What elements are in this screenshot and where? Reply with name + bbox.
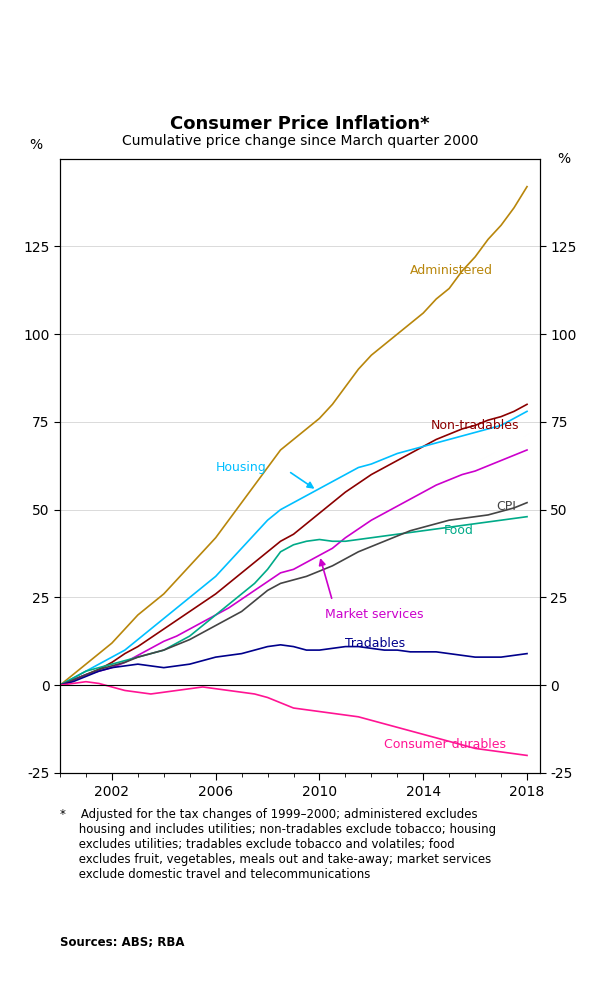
Text: CPI: CPI [496,499,516,512]
Text: Cumulative price change since March quarter 2000: Cumulative price change since March quar… [122,134,478,148]
Text: Non-tradables: Non-tradables [431,419,520,432]
Y-axis label: %: % [29,139,43,153]
Y-axis label: %: % [557,153,571,166]
Text: Food: Food [444,524,474,537]
Text: *    Adjusted for the tax changes of 1999–2000; administered excludes
     housi: * Adjusted for the tax changes of 1999–2… [60,808,496,881]
Text: Tradables: Tradables [346,636,406,649]
Text: Sources: ABS; RBA: Sources: ABS; RBA [60,936,185,949]
Text: Consumer Price Inflation*: Consumer Price Inflation* [170,115,430,133]
Text: Market services: Market services [325,608,423,621]
Text: Administered: Administered [410,265,493,277]
Text: Housing: Housing [215,461,266,474]
Text: Consumer durables: Consumer durables [385,738,506,751]
